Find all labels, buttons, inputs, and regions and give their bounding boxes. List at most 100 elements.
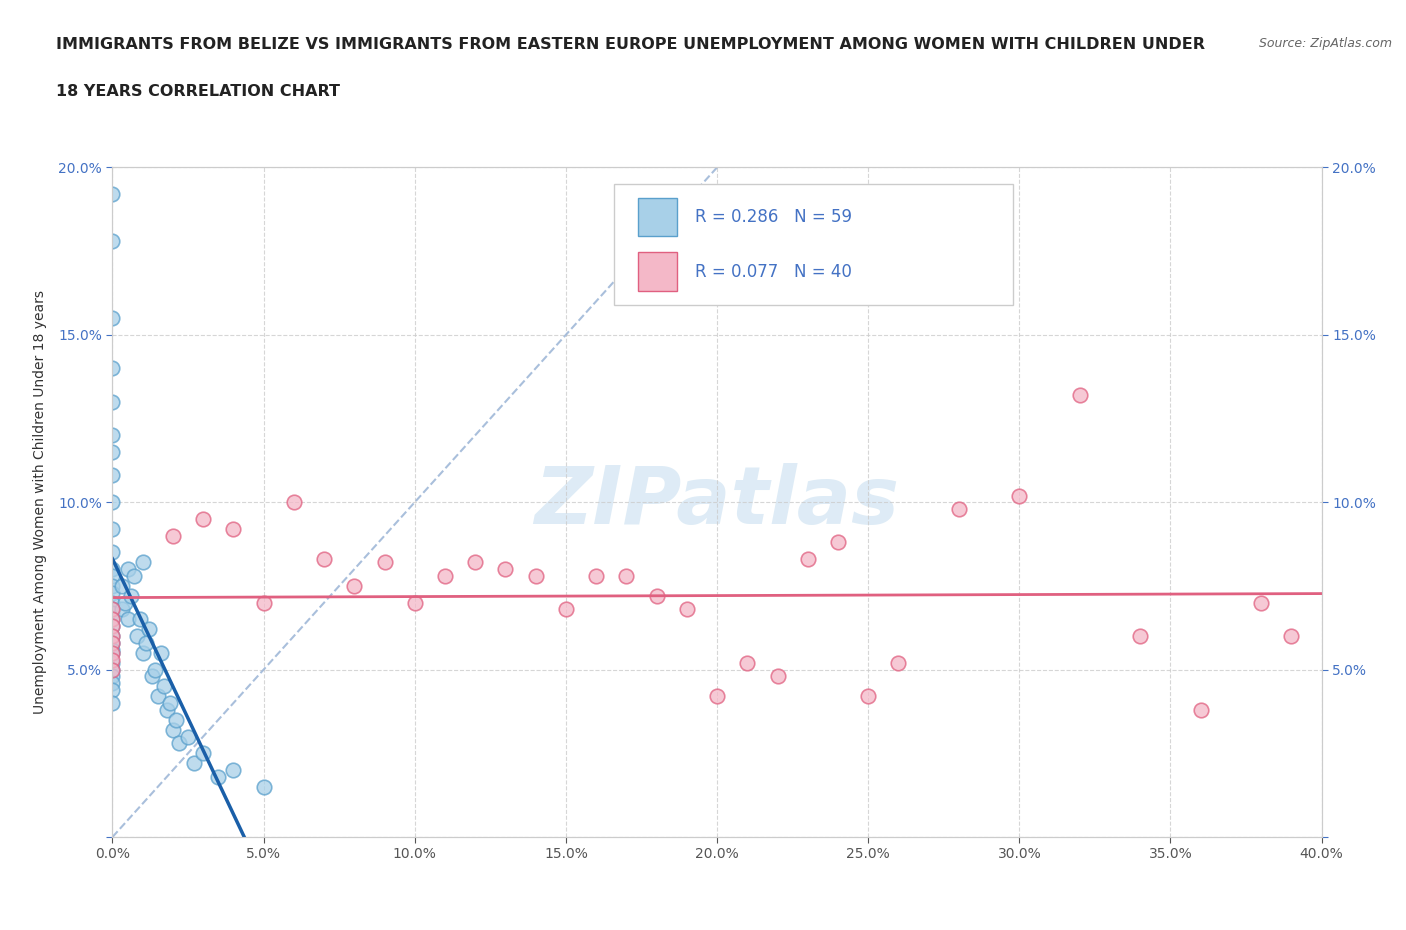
Point [101,585,124,600]
Text: ZIPatlas: ZIPatlas [534,463,900,541]
Point [101,612,124,627]
Point [101,361,124,376]
Point [495,562,517,577]
Point [132,555,155,570]
Point [162,723,184,737]
Point [177,729,200,744]
Point [125,629,148,644]
Text: 18 YEARS CORRELATION CHART: 18 YEARS CORRELATION CHART [56,84,340,99]
Point [110,602,132,617]
Legend: Immigrants from Belize, Immigrants from Eastern Europe: Immigrants from Belize, Immigrants from … [436,925,998,930]
Point [314,551,336,566]
Point [101,645,124,660]
Text: Source: ZipAtlas.com: Source: ZipAtlas.com [1258,37,1392,50]
Point [1189,702,1212,717]
Point [101,595,124,610]
Point [1069,388,1091,403]
Point [143,662,166,677]
Point [153,679,176,694]
Point [117,562,139,577]
Point [404,595,426,610]
Point [159,696,181,711]
Point [149,645,172,660]
Point [374,555,396,570]
Point [343,578,366,593]
Point [464,555,486,570]
Point [675,602,697,617]
Point [191,512,214,526]
Point [827,535,849,550]
Point [645,589,668,604]
Point [101,696,124,711]
Point [191,746,214,761]
Point [706,689,728,704]
Point [766,669,789,684]
Point [101,545,124,560]
Point [183,756,205,771]
Point [114,595,136,610]
Point [207,769,229,784]
Point [162,528,184,543]
Point [524,568,547,583]
Point [101,605,124,620]
Point [101,642,124,657]
Point [141,669,163,684]
Point [101,522,124,537]
Point [101,635,124,650]
Point [101,445,124,459]
Point [616,568,638,583]
Point [1129,629,1152,644]
Point [135,635,157,650]
Point [554,602,576,617]
Text: R = 0.286   N = 59: R = 0.286 N = 59 [696,208,852,226]
Point [737,656,759,671]
Point [101,662,124,677]
Point [222,763,245,777]
Point [101,675,124,690]
Point [101,233,124,248]
Point [253,779,276,794]
Point [156,702,179,717]
Point [101,468,124,483]
Point [796,551,818,566]
Bar [638,252,678,291]
Point [101,629,124,644]
Point [101,629,124,644]
Text: IMMIGRANTS FROM BELIZE VS IMMIGRANTS FROM EASTERN EUROPE UNEMPLOYMENT AMONG WOME: IMMIGRANTS FROM BELIZE VS IMMIGRANTS FRO… [56,37,1205,52]
Point [138,622,160,637]
Point [1008,488,1031,503]
Point [165,712,187,727]
Text: R = 0.077   N = 40: R = 0.077 N = 40 [696,263,852,281]
Point [101,495,124,510]
Point [101,602,124,617]
Point [167,736,190,751]
Point [948,501,970,516]
Point [101,645,124,660]
Point [433,568,456,583]
Point [856,689,880,704]
Point [101,568,124,583]
Point [101,652,124,667]
Point [101,311,124,325]
Point [101,602,124,617]
Y-axis label: Unemployment Among Women with Children Under 18 years: Unemployment Among Women with Children U… [34,290,46,714]
Point [101,578,124,593]
Point [1279,629,1302,644]
Point [120,589,142,604]
Point [887,656,910,671]
Point [101,683,124,698]
Bar [638,197,678,236]
Point [1250,595,1272,610]
Point [101,618,124,633]
Point [122,568,145,583]
Point [585,568,607,583]
Point [101,669,124,684]
Point [101,187,124,202]
Point [101,662,124,677]
Point [128,612,150,627]
FancyBboxPatch shape [614,184,1014,305]
Point [253,595,276,610]
Point [132,645,155,660]
Point [101,618,124,633]
Point [101,612,124,627]
